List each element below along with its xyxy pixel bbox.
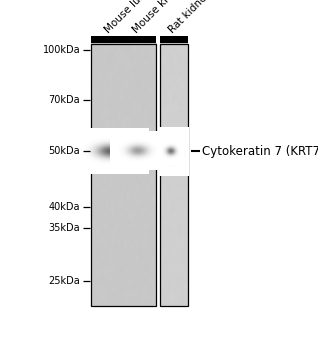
Text: Mouse lung: Mouse lung (103, 0, 152, 35)
Text: 35kDa: 35kDa (49, 223, 80, 233)
Text: 25kDa: 25kDa (48, 276, 80, 286)
Text: 100kDa: 100kDa (43, 45, 80, 55)
Text: Rat kidney: Rat kidney (167, 0, 213, 35)
Bar (91, 36, 156, 43)
Bar (160, 36, 188, 43)
Text: 40kDa: 40kDa (49, 202, 80, 212)
Text: 50kDa: 50kDa (49, 146, 80, 156)
Text: 70kDa: 70kDa (49, 95, 80, 105)
Text: Mouse kidney: Mouse kidney (131, 0, 189, 35)
Bar (91, 44, 156, 306)
Text: Cytokeratin 7 (KRT7): Cytokeratin 7 (KRT7) (202, 145, 318, 158)
Bar (160, 44, 188, 306)
